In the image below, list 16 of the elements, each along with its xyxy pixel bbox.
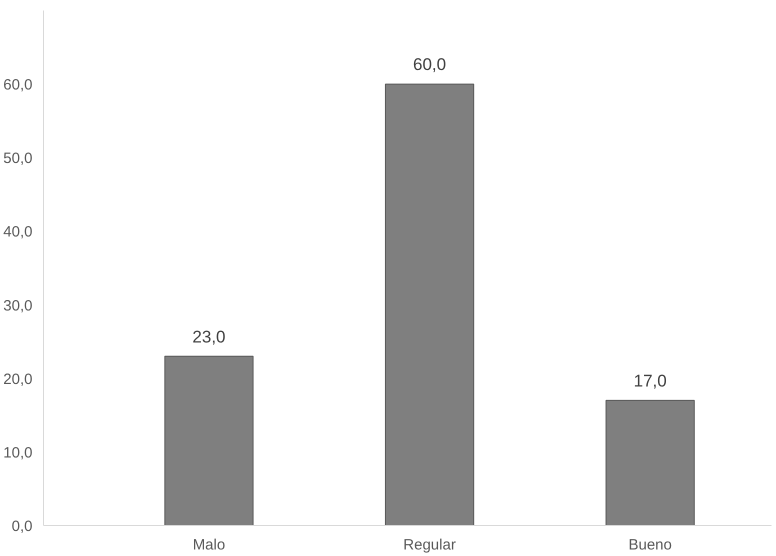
x-tick-label: Malo (192, 536, 226, 554)
y-tick-label: 50,0 (3, 150, 33, 168)
y-tick-label: 40,0 (3, 224, 33, 241)
y-tick-label: 30,0 (3, 297, 33, 314)
data-label: 17,0 (634, 371, 667, 390)
y-tick-label: 0,0 (12, 518, 33, 535)
y-tick-label: 10,0 (3, 444, 33, 462)
bar (164, 356, 254, 526)
y-tick-label: 20,0 (3, 370, 33, 388)
x-tick-label: Bueno (628, 536, 672, 554)
data-label: 23,0 (192, 327, 226, 346)
y-tick-label: 60,0 (3, 76, 33, 94)
bar (384, 84, 474, 526)
bar (606, 400, 695, 526)
data-label: 60,0 (413, 55, 446, 74)
x-tick-label: Regular (403, 536, 456, 554)
